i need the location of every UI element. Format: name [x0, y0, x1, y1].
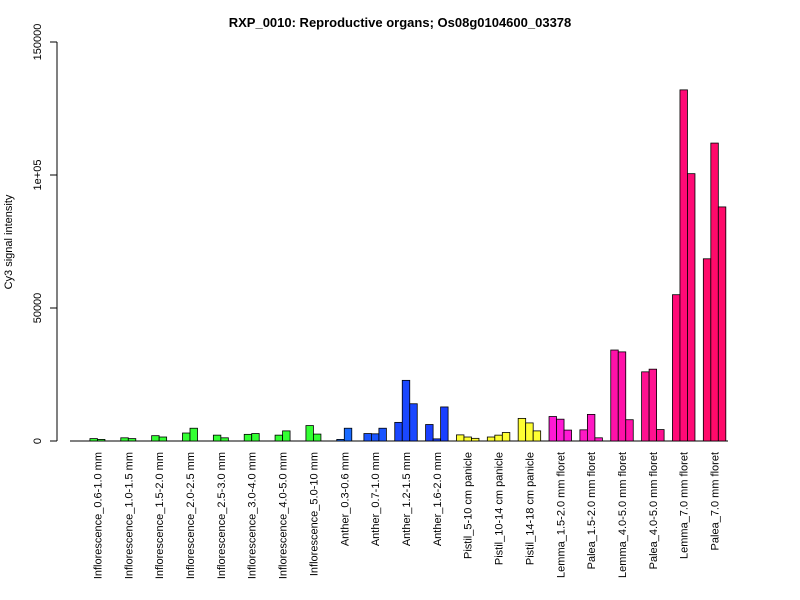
bar [656, 429, 665, 442]
bar [625, 419, 634, 442]
x-tick-label: Anther_1.6-2.0 mm [432, 452, 444, 546]
bar [343, 427, 353, 442]
bar [679, 89, 688, 442]
bar [425, 424, 434, 442]
bar [594, 437, 603, 442]
bar [648, 368, 658, 442]
bar [717, 206, 727, 442]
y-axis: 0 50000 1e+05 150000 [32, 24, 58, 444]
bar [127, 438, 137, 442]
bar [586, 413, 596, 442]
bar [220, 437, 229, 442]
x-tick-label: Lemma_4.0-5.0 mm floret [617, 452, 629, 578]
bar [274, 434, 283, 442]
y-tick-label: 1e+05 [32, 160, 44, 191]
x-tick-label: Anther_0.7-1.0 mm [370, 452, 382, 546]
bars [70, 89, 728, 442]
x-tick-label: Inflorescence_2.0-2.5 mm [185, 452, 197, 579]
x-tick-label: Anther_1.2-1.5 mm [401, 452, 413, 546]
bar [305, 425, 314, 442]
bar [120, 437, 129, 442]
bar [563, 429, 572, 442]
bar [610, 349, 619, 442]
x-tick-label: Palea_4.0-5.0 mm floret [648, 452, 660, 569]
x-tick-label: Palea_1.5-2.0 mm floret [586, 452, 598, 569]
bar [517, 417, 527, 442]
bar [251, 433, 260, 442]
bar [525, 422, 534, 442]
bar [641, 371, 650, 442]
bar [702, 258, 712, 442]
bar [710, 142, 719, 442]
bar [158, 436, 168, 442]
bar [532, 430, 542, 442]
x-tick-label: Palea_7.0 mm floret [710, 452, 722, 550]
x-tick-label: Inflorescence_1.5-2.0 mm [154, 452, 166, 579]
bar [189, 427, 198, 442]
bar [501, 432, 511, 442]
x-tick-label: Inflorescence_4.0-5.0 mm [278, 452, 290, 579]
bar [432, 438, 442, 442]
bar [409, 403, 418, 442]
x-tick-label: Inflorescence_2.5-3.0 mm [216, 452, 228, 579]
bar [456, 434, 465, 442]
bar [494, 434, 503, 442]
bar [363, 433, 372, 442]
bar [672, 294, 681, 442]
y-tick-label: 50000 [32, 293, 44, 324]
bar [370, 433, 380, 442]
bar [617, 351, 627, 442]
x-tick-label: Pistil_5-10 cm panicle [463, 452, 475, 559]
x-tick-label: Anther_0.3-0.6 mm [339, 452, 351, 546]
bar [282, 430, 291, 442]
bar [89, 438, 98, 442]
x-tick-label: Lemma_1.5-2.0 mm floret [555, 452, 567, 578]
bar [394, 421, 403, 442]
bar [243, 433, 253, 442]
x-tick-label: Inflorescence_1.0-1.5 mm [123, 452, 135, 579]
x-tick-label: Inflorescence_3.0-4.0 mm [247, 452, 259, 579]
bar [556, 418, 565, 442]
x-tick-label: Pistil_10-14 cm panicle [494, 452, 506, 565]
x-tick-label: Lemma_7.0 mm floret [679, 452, 691, 559]
bar [151, 435, 160, 442]
bar [378, 427, 387, 442]
bar [687, 173, 696, 442]
bar [471, 437, 480, 442]
bar [212, 434, 222, 442]
bar [486, 436, 496, 442]
chart-title: RXP_0010: Reproductive organs; Os08g0104… [229, 15, 572, 30]
bar [336, 439, 345, 442]
x-tick-label: Inflorescence_5.0-10 mm [308, 452, 320, 576]
bar [463, 436, 472, 442]
x-tick-label: Inflorescence_0.6-1.0 mm [92, 452, 104, 579]
y-tick-label: 150000 [32, 24, 44, 61]
x-tick-label: Pistil_14-18 cm panicle [524, 452, 536, 565]
bar [182, 432, 191, 442]
bar [97, 439, 106, 442]
y-axis-label: Cy3 signal intensity [3, 194, 15, 289]
bar [401, 379, 411, 442]
x-tick-labels: Inflorescence_0.6-1.0 mm Inflorescence_1.… [92, 452, 721, 579]
bar [440, 406, 449, 442]
y-tick-label: 0 [32, 438, 44, 444]
bar [313, 433, 322, 442]
bar [548, 416, 557, 442]
bar [579, 429, 588, 442]
